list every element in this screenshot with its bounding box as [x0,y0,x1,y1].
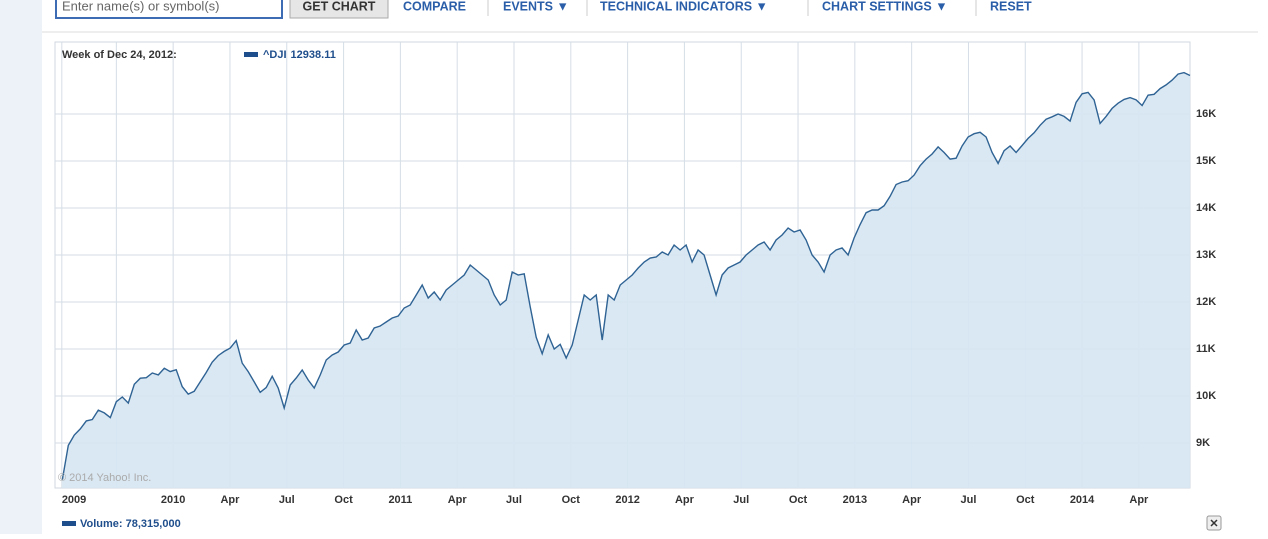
x-tick-label: Oct [562,494,581,506]
y-tick-label: 14K [1196,202,1216,214]
y-tick-label: 10K [1196,390,1216,402]
plot [55,42,1191,488]
x-tick-label: Jul [279,494,295,506]
volume-legend: Volume: 78,315,000 [80,518,181,530]
x-tick-label: Jul [961,494,977,506]
copyright: © 2014 Yahoo! Inc. [58,472,151,484]
price-line [61,71,1191,481]
x-tick-label: Jul [506,494,522,506]
toolbar-link[interactable]: CHART SETTINGS ▼ [822,0,948,13]
toolbar-link[interactable]: RESET [990,0,1032,13]
search-placeholder: Enter name(s) or symbol(s) [62,0,219,13]
y-tick-label: 9K [1196,437,1210,449]
x-tick-label: Apr [1129,494,1149,506]
x-tick-label: Oct [334,494,353,506]
y-tick-label: 12K [1196,296,1216,308]
y-tick-label: 11K [1196,343,1216,355]
toolbar-link[interactable]: EVENTS ▼ [503,0,569,13]
x-tick-label: Oct [789,494,808,506]
y-tick-label: 13K [1196,249,1216,261]
x-tick-label: Oct [1016,494,1035,506]
x-tick-label: Apr [220,494,240,506]
x-tick-label: 2013 [843,494,867,506]
search-input[interactable] [55,0,283,19]
hover-label: Week of Dec 24, 2012: [62,49,177,61]
volume-swatch [62,521,76,526]
x-tick-label: 2010 [161,494,185,506]
legend-swatch [244,52,258,57]
x-tick-label: 2009 [62,494,86,506]
x-tick-label: 2014 [1070,494,1095,506]
toolbar-link[interactable]: COMPARE [403,0,466,13]
y-tick-label: 15K [1196,155,1216,167]
legend-series: ^DJI [263,49,287,61]
close-icon [1210,519,1218,527]
get-chart-button[interactable] [289,0,389,19]
hover-value: 12938.11 [291,49,336,61]
x-tick-label: 2011 [388,494,412,506]
x-tick-label: Apr [902,494,922,506]
toolbar-link[interactable]: TECHNICAL INDICATORS ▼ [600,0,768,13]
side-panel [0,0,42,534]
y-tick-label: 16K [1196,108,1216,120]
x-tick-label: Apr [448,494,468,506]
x-tick-label: Apr [675,494,695,506]
x-tick-label: 2012 [615,494,639,506]
x-tick-label: Jul [733,494,749,506]
get-chart-label: GET CHART [303,0,376,13]
